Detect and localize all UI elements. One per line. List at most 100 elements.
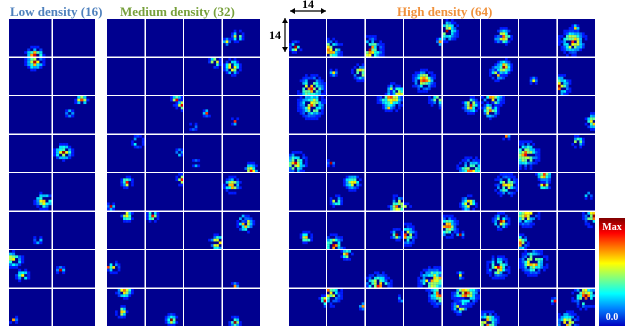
- activation-patch: [184, 134, 222, 172]
- activation-patch: [519, 96, 557, 134]
- activation-patch: [289, 57, 327, 95]
- activation-patch: [442, 211, 480, 249]
- activation-patch: [442, 57, 480, 95]
- activation-patch: [184, 211, 222, 249]
- activation-patch: [365, 250, 404, 288]
- activation-patch: [52, 250, 95, 288]
- activation-patch: [404, 173, 442, 211]
- activation-patch: [222, 211, 260, 249]
- panel-title-low: Low density (16): [10, 4, 103, 19]
- activation-patch: [480, 250, 519, 288]
- activation-patch: [442, 134, 480, 172]
- activation-patch: [107, 211, 145, 249]
- activation-patch: [404, 96, 442, 134]
- activation-patch: [9, 57, 52, 95]
- activation-patch: [9, 288, 52, 326]
- activation-patch: [145, 288, 183, 326]
- activation-patch: [222, 57, 260, 95]
- activation-patch: [442, 96, 480, 134]
- activation-patch: [365, 134, 404, 172]
- activation-patch: [480, 288, 519, 326]
- activation-patch: [52, 57, 95, 95]
- activation-patch: [289, 19, 327, 57]
- activation-patch: [442, 250, 480, 288]
- activation-patch: [557, 96, 595, 134]
- activation-patch: [107, 96, 145, 134]
- activation-patch: [9, 96, 52, 134]
- activation-patch: [404, 250, 442, 288]
- activation-patch: [442, 19, 480, 57]
- activation-patch: [480, 19, 519, 57]
- activation-patch: [365, 173, 404, 211]
- activation-patch: [222, 173, 260, 211]
- activation-patch: [145, 57, 183, 95]
- activation-patch: [365, 19, 404, 57]
- activation-patch: [52, 96, 95, 134]
- activation-patch: [107, 134, 145, 172]
- activation-patch: [184, 19, 222, 57]
- activation-patch: [184, 96, 222, 134]
- colorbar-min-label: 0.0: [605, 312, 619, 323]
- activation-patch: [184, 57, 222, 95]
- activation-patch: [107, 173, 145, 211]
- activation-patch: [365, 96, 404, 134]
- activation-patch: [327, 96, 365, 134]
- activation-patch: [184, 250, 222, 288]
- activation-patch: [327, 57, 365, 95]
- activation-patch: [289, 134, 327, 172]
- activation-patch: [442, 288, 480, 326]
- activation-patch: [442, 173, 480, 211]
- activation-patch: [9, 134, 52, 172]
- activation-patch: [222, 288, 260, 326]
- activation-patch: [145, 134, 183, 172]
- activation-patch: [404, 288, 442, 326]
- activation-patch: [9, 211, 52, 249]
- activation-patch: [327, 134, 365, 172]
- activation-patch: [480, 57, 519, 95]
- activation-patch: [480, 173, 519, 211]
- patch-width-annotation: 14: [288, 0, 328, 16]
- activation-patch: [107, 288, 145, 326]
- patch-width-label: 14: [302, 0, 314, 11]
- height-arrow-icon: [282, 18, 288, 52]
- activation-patch: [107, 57, 145, 95]
- panel-title-medium: Medium density (32): [120, 4, 235, 19]
- activation-patch: [404, 134, 442, 172]
- activation-patch: [365, 288, 404, 326]
- activation-patch: [557, 134, 595, 172]
- activation-patch: [184, 173, 222, 211]
- activation-patch: [557, 57, 595, 95]
- activation-patch: [9, 173, 52, 211]
- activation-patch: [145, 211, 183, 249]
- activation-patch: [327, 173, 365, 211]
- activation-patch: [327, 19, 365, 57]
- activation-patch: [404, 57, 442, 95]
- activation-patch: [107, 250, 145, 288]
- activation-patch: [52, 288, 95, 326]
- activation-patch: [519, 250, 557, 288]
- activation-patch: [480, 96, 519, 134]
- activation-patch: [404, 211, 442, 249]
- activation-patch: [145, 96, 183, 134]
- activation-patch: [480, 211, 519, 249]
- activation-patch: [9, 250, 52, 288]
- activation-patch: [557, 173, 595, 211]
- activation-patch: [480, 134, 519, 172]
- activation-patch: [9, 19, 52, 57]
- activation-patch: [222, 250, 260, 288]
- activation-patch: [184, 288, 222, 326]
- activation-patch: [519, 211, 557, 249]
- activation-patch: [145, 173, 183, 211]
- activation-patch: [365, 211, 404, 249]
- width-arrow-icon: [290, 8, 326, 14]
- activation-patch: [145, 19, 183, 57]
- activation-patch: [145, 250, 183, 288]
- activation-patch: [557, 19, 595, 57]
- activation-patch: [557, 250, 595, 288]
- activation-patch: [289, 211, 327, 249]
- activation-patch: [52, 134, 95, 172]
- activation-patch: [519, 173, 557, 211]
- activation-patch: [327, 211, 365, 249]
- patch-height-label: 14: [269, 28, 281, 42]
- activation-patch: [222, 96, 260, 134]
